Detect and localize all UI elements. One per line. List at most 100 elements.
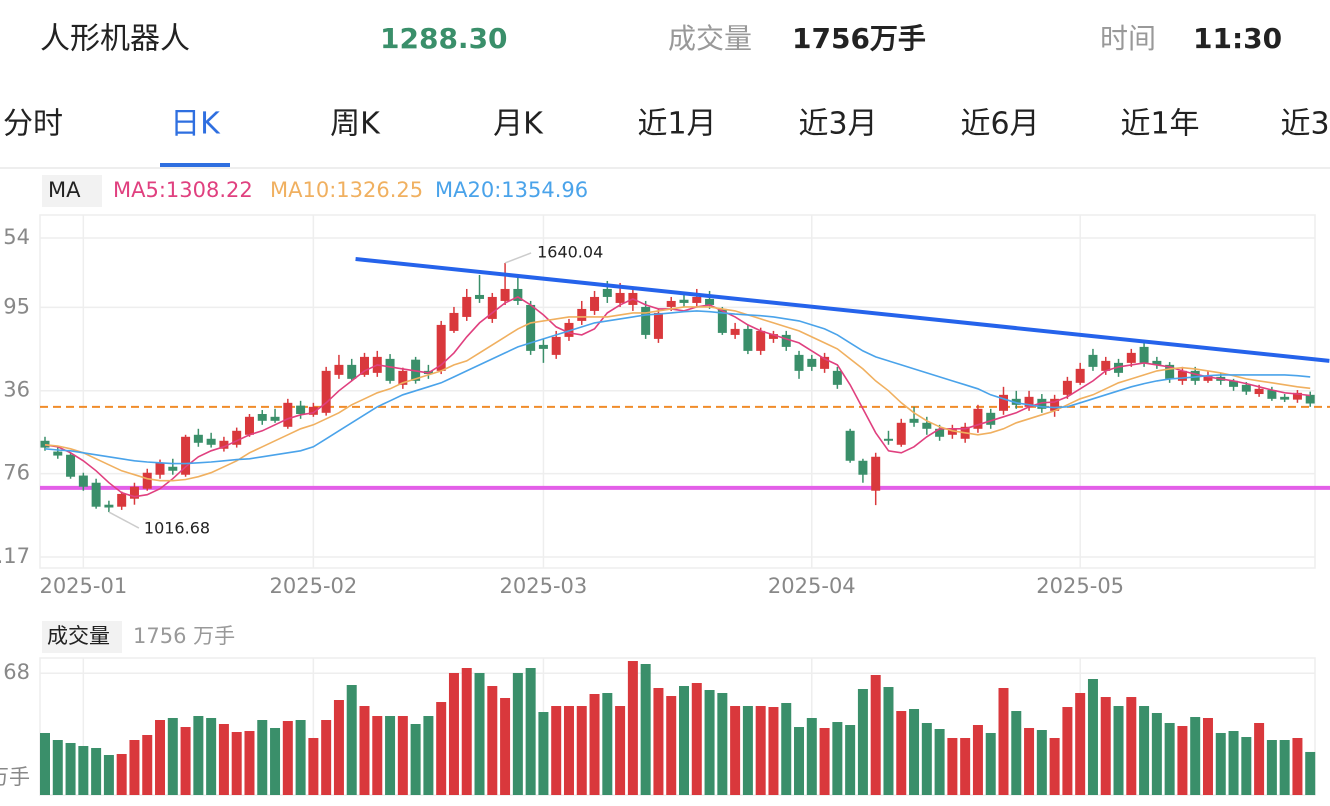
candle-body [347,364,357,379]
candle-body [1267,390,1277,399]
candle-body [1037,398,1047,409]
candle-body [219,440,229,449]
candle-body [104,504,114,508]
volume-bar [270,727,281,795]
candle-body [308,406,318,415]
volume-bar [282,721,293,795]
candle-body [129,486,139,499]
volume-bar [78,746,89,795]
volume-bar [666,696,677,795]
candle-body [717,308,727,333]
volume-bar [1202,717,1213,795]
volume-bar [538,712,549,795]
volume-bar [218,724,229,795]
candle-body [500,288,510,301]
candle-body [1075,368,1085,383]
x-tick-label: 2025-02 [270,574,358,598]
candle-body [794,354,804,371]
time-value: 11:30 [1193,22,1282,55]
volume-bar [819,727,830,795]
annotation-leader [108,511,140,529]
legend-entry: MA20:1354.96 [435,178,588,202]
candle-body [142,472,152,489]
candle-body [705,298,715,305]
tab[interactable]: 近6月 [960,107,1039,142]
volume-bar [65,742,76,795]
volume-bar [563,706,574,795]
volume-bar [857,689,868,795]
volume-bar [487,686,498,795]
volume-bar [551,706,562,795]
volume-bar [257,720,268,795]
volume-bar [167,717,178,795]
volume-bar [295,720,306,795]
candle-body [513,288,523,301]
tab[interactable]: 近1年 [1120,107,1199,142]
candle-body [871,456,881,491]
volume-bar [1126,697,1137,795]
volume-bar [142,735,153,795]
volume-bar [972,725,983,795]
volume-bar [1215,732,1226,795]
tab[interactable]: 周K [330,107,381,142]
tab[interactable]: 日K [170,107,221,142]
candle-body [1101,360,1111,371]
candle-body [807,358,817,367]
candle-body [181,436,191,475]
candle-body [1165,364,1175,379]
candle-body [845,430,855,461]
annotation-leader [504,252,532,264]
candle-body [398,370,408,385]
tab[interactable]: 近3 [1280,107,1329,142]
volume-bar [155,720,166,795]
volume-bar [231,732,242,795]
x-tick-label: 2025-05 [1036,574,1124,598]
volume-bar [461,667,472,795]
volume-bar [372,716,383,795]
candle-body [577,308,587,321]
volume-bar [806,717,817,795]
ma-line [44,310,1311,465]
tab[interactable]: 近3月 [798,107,877,142]
volume-bar [91,747,102,795]
candle-body [832,370,842,385]
volume-bar [397,716,408,795]
tab[interactable]: 分时 [3,107,63,142]
candle-body [66,454,76,477]
candle-body [1152,360,1162,365]
volume-bar [474,672,485,795]
volume-bar [640,664,651,795]
tab[interactable]: 月K [493,107,544,142]
candle-body [756,330,766,351]
volume-bar [576,706,587,795]
candle-body [858,460,868,475]
candle-body [538,344,548,349]
annotation-high: 1640.04 [537,242,603,261]
volume-bar [512,672,523,795]
candle-body [296,405,306,415]
candle-body [730,328,740,335]
stock-name: 人形机器人 [40,22,190,57]
volume-bar [1279,740,1290,795]
candle-body [1190,370,1200,381]
candle-body [1011,398,1021,405]
candle-body [193,434,203,443]
candle-body [1254,388,1264,395]
candle-body [820,356,830,369]
volume-bar [103,755,114,795]
volume-bar [1177,726,1188,795]
volume-bar [704,690,715,795]
volume-bar [947,737,958,795]
candle-body [602,288,612,297]
candle-body [1241,384,1251,392]
volume-bar [730,706,741,795]
volume-bar [206,717,217,795]
candle-body [78,475,88,487]
tab[interactable]: 近1月 [637,107,716,142]
candle-body [526,304,536,351]
ma-title: MA [48,178,81,202]
candle-body [986,412,996,425]
trend-line [355,257,1330,363]
volume-bar [180,727,191,795]
